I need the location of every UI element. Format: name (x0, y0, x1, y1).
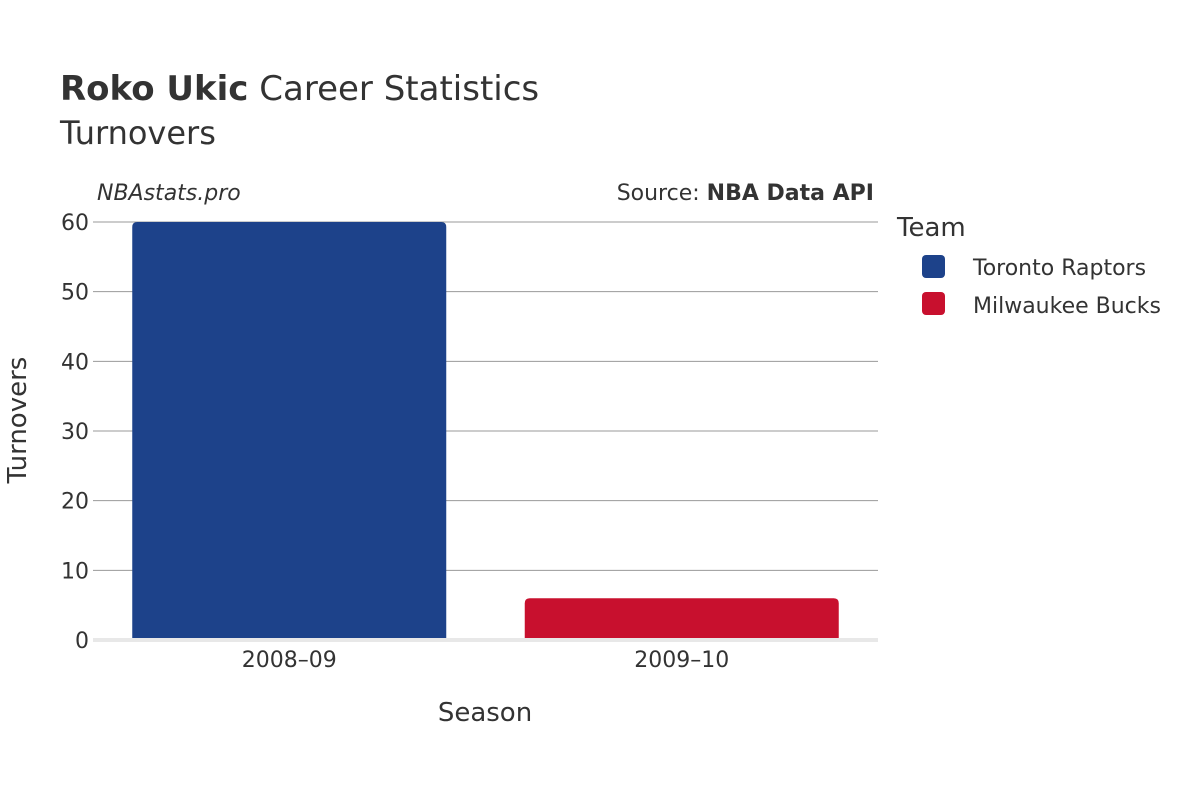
bar-milwaukee-bucks-2009–10[interactable] (524, 598, 839, 640)
chart-title: Roko Ukic Career Statistics (60, 69, 539, 109)
source-prefix: Source: (617, 181, 707, 206)
chart-subtitle: Turnovers (59, 114, 216, 152)
chart-title-player: Roko Ukic (60, 69, 248, 109)
bars (132, 222, 839, 640)
source-name: NBA Data API (707, 181, 874, 206)
bar-toronto-raptors-2008–09[interactable] (132, 222, 447, 640)
x-tick-label: 2008–09 (242, 648, 337, 673)
legend-label-milwaukee-bucks[interactable]: Milwaukee Bucks (973, 294, 1161, 319)
watermark: NBAstats.pro (97, 181, 241, 206)
chart-title-rest: Career Statistics (248, 69, 539, 109)
y-axis-ticks: 0 10 20 30 40 50 60 (61, 211, 89, 654)
legend: Team Toronto Raptors Milwaukee Bucks (896, 213, 1161, 319)
y-tick-label: 20 (61, 490, 89, 515)
y-tick-label: 10 (61, 559, 89, 584)
legend-swatch-toronto-raptors[interactable] (922, 255, 945, 278)
y-tick-label: 50 (61, 281, 89, 306)
x-tick-label: 2009–10 (634, 648, 729, 673)
y-tick-label: 60 (61, 211, 89, 236)
legend-label-toronto-raptors[interactable]: Toronto Raptors (972, 256, 1146, 281)
y-tick-label: 40 (61, 350, 89, 375)
x-axis-ticks: 2008–09 2009–10 (242, 648, 729, 673)
legend-swatch-milwaukee-bucks[interactable] (922, 292, 945, 315)
y-tick-label: 0 (75, 629, 89, 654)
source-credit: Source: NBA Data API (617, 181, 874, 206)
y-tick-label: 30 (61, 420, 89, 445)
y-axis-title: Turnovers (3, 357, 33, 485)
legend-title: Team (896, 213, 966, 243)
x-axis-title: Season (438, 698, 532, 728)
